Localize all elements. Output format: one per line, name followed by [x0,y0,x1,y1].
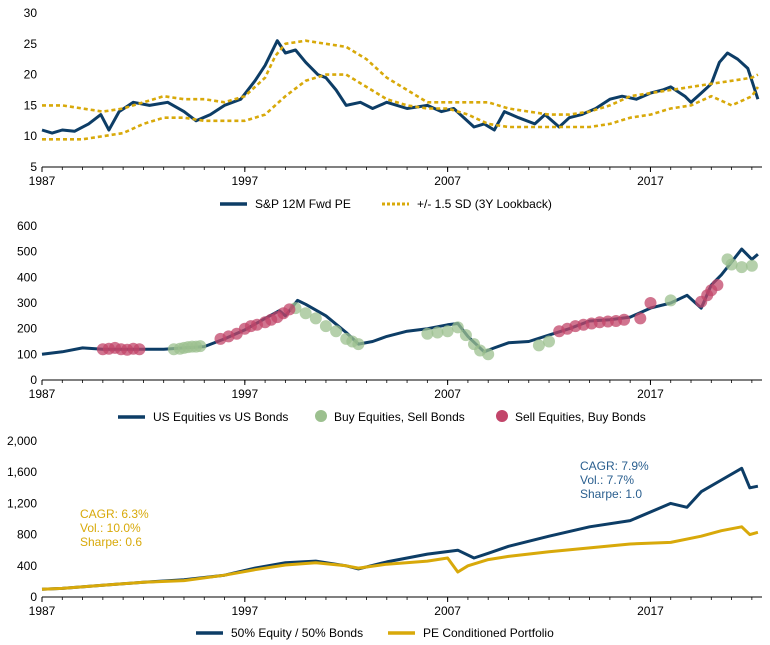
perf-xtick-label: 1987 [29,604,56,618]
annotation-line: Sharpe: 1.0 [580,487,642,501]
pe-ytick-label: 30 [24,6,38,20]
uevb-sell-signal-point [644,297,657,309]
uevb-buy-signal-point [309,312,322,325]
uevb-buy-signal-point [431,326,444,339]
uevb-buy-signal-point [421,327,434,340]
annotation-line: Sharpe: 0.6 [80,535,142,549]
perf-ytick-label: 2,000 [7,434,37,448]
uevb-buy-signal-point [482,348,495,361]
uevb-xtick-label: 1997 [231,387,258,401]
uevb-ytick-label: 300 [17,296,37,310]
uevb-sell-signal-point [283,303,296,316]
perf-legend-label-series-0: 50% Equity / 50% Bonds [231,626,363,640]
uevb-legend-swatch-buy [315,410,327,422]
pe-ytick-label: 5 [30,160,37,174]
uevb-legend-swatch-sell [496,410,508,422]
uevb-sell-signal-point [634,312,647,325]
uevb-sell-signal-point [618,313,631,326]
annotation-line: CAGR: 7.9% [580,459,649,473]
perf-xtick-label: 2007 [434,604,461,618]
uevb-ytick-label: 100 [17,347,37,361]
pe-legend-label-series-0: S&P 12M Fwd PE [255,197,351,211]
uevb-buy-signal-point [330,325,343,338]
perf-ytick-label: 1,600 [7,465,37,479]
pe-xtick-label: 2017 [637,174,664,188]
uevb-xtick-label: 2017 [637,387,664,401]
uevb-ytick-label: 0 [30,373,37,387]
uevb-buy-signal-point [451,321,464,334]
uevb-legend-label-series: US Equities vs US Bonds [153,410,288,424]
uevb-buy-signal-point [299,307,312,320]
uevb-ytick-label: 400 [17,270,37,284]
uevb-buy-signal-point [459,329,472,342]
pe-ytick-label: 10 [24,129,38,143]
annotation-line: Vol.: 10.0% [80,521,141,535]
pe-legend-label-series-1: +/- 1.5 SD (3Y Lookback) [417,197,552,211]
pe-ytick-label: 15 [24,98,38,112]
uevb-buy-signal-point [194,340,207,353]
perf-legend-label-series-1: PE Conditioned Portfolio [423,626,554,640]
perf-series-0-line [41,466,759,591]
pe-xtick-label: 1987 [29,174,56,188]
pe-series-2-line [42,73,759,141]
pe-ytick-label: 25 [24,37,38,51]
uevb-buy-signal-point [319,320,332,333]
uevb-ytick-label: 200 [17,322,37,336]
pe-series-0-line [41,39,760,135]
uevb-xtick-label: 2007 [434,387,461,401]
perf-xtick-label: 2017 [637,604,664,618]
uevb-buy-signal-point [441,325,454,338]
perf-chart-panel: 0 400 800 1,200 1,600 2,000 1987 1997 2007 2017 [7,434,762,618]
pe-xtick-label: 1997 [231,174,258,188]
pe-series-1-line [42,39,759,116]
uevb-ytick-label: 500 [17,245,37,259]
uevb-buy-signal-point [532,339,545,352]
perf-ytick-label: 0 [30,590,37,604]
perf-ytick-label: 1,200 [7,496,37,510]
uevb-buy-signal-point [543,335,555,348]
perf-series-1-line [41,525,759,591]
perf-legend: 50% Equity / 50% Bonds PE Conditioned Po… [196,626,554,640]
cagr-annotation-pe: CAGR: 6.3% Vol.: 10.0% Sharpe: 0.6 [80,507,149,549]
uevb-sell-signal-point [133,343,146,356]
uevb-legend: US Equities vs US Bonds Buy Equities, Se… [118,410,646,424]
uevb-ytick-label: 600 [17,219,37,233]
perf-ytick-label: 400 [17,559,37,573]
uevb-buy-signal-point [745,259,758,272]
uevb-legend-label-sell: Sell Equities, Buy Bonds [515,410,646,424]
annotation-line: Vol.: 7.7% [580,473,634,487]
cagr-annotation-balanced: CAGR: 7.9% Vol.: 7.7% Sharpe: 1.0 [580,459,649,501]
pe-ytick-label: 20 [24,68,38,82]
perf-ytick-label: 800 [17,528,37,542]
uevb-buy-signal-point [352,338,365,351]
uevb-xtick-label: 1987 [29,387,56,401]
pe-xtick-label: 2007 [434,174,461,188]
pe-chart-panel: 5 10 15 20 25 30 1987 1997 2007 2017 [24,6,762,188]
pe-legend: S&P 12M Fwd PE +/- 1.5 SD (3Y Lookback) [220,197,552,211]
annotation-line: CAGR: 6.3% [80,507,149,521]
uevb-buy-signal-point [735,261,748,274]
perf-xtick-label: 1997 [231,604,258,618]
uevb-legend-label-buy: Buy Equities, Sell Bonds [334,410,465,424]
uevb-sell-signal-point [711,279,724,291]
uevb-chart-panel: 0 100 200 300 400 500 600 1987 1997 2007 2017 [17,219,762,401]
uevb-buy-signal-point [725,258,738,271]
uevb-buy-signal-point [664,294,677,307]
